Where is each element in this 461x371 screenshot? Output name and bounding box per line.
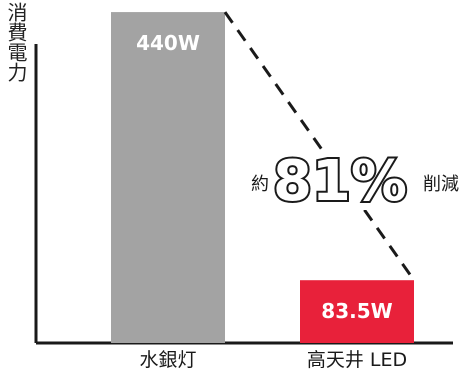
bar-label-led: 83.5W bbox=[321, 299, 392, 323]
y-axis-label: 消費電力 bbox=[4, 2, 28, 82]
x-tick-label-mercury-lamp: 水銀灯 bbox=[139, 349, 196, 371]
reduction-dashed-line bbox=[223, 11, 416, 282]
reduction-annotation: 約 81% 削減 bbox=[244, 147, 461, 216]
annotation-percent: 81% bbox=[273, 149, 407, 214]
annotation-suffix: 削減 bbox=[423, 174, 459, 195]
x-tick-label-led: 高天井 LED bbox=[307, 349, 407, 371]
bar-mercury-lamp bbox=[111, 12, 225, 343]
bar-label-mercury-lamp: 440W bbox=[136, 31, 200, 55]
bar-led bbox=[300, 280, 414, 343]
annotation-prefix: 約 bbox=[251, 174, 269, 195]
